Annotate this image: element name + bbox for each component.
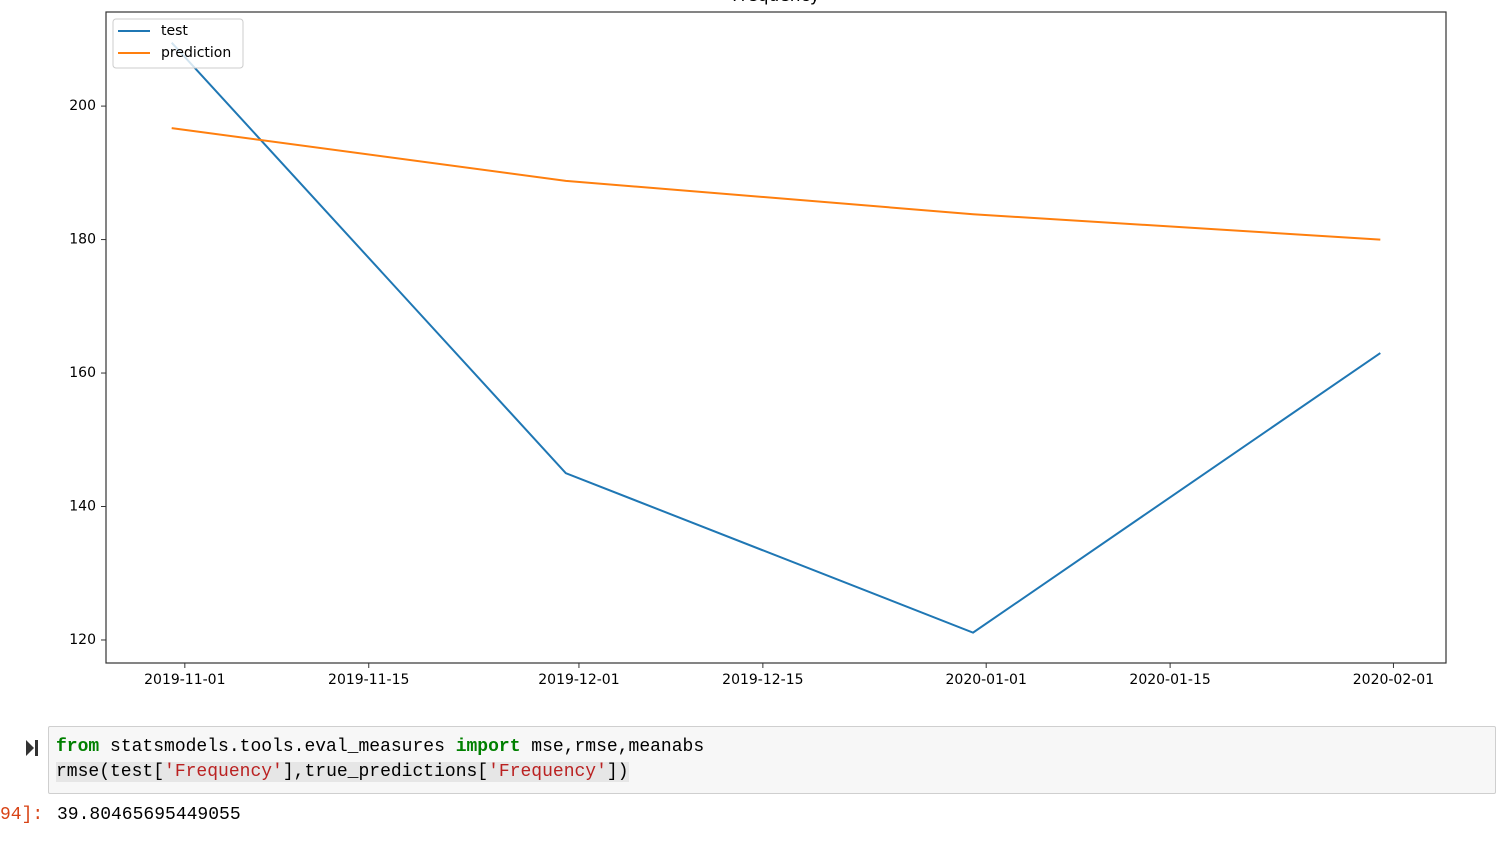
code-line: from statsmodels.tools.eval_measures imp…	[56, 735, 704, 760]
code-token: ])	[606, 762, 629, 782]
code-token: mse,rmse,meanabs	[520, 737, 705, 757]
x-tick-label: 2020-01-15	[1129, 672, 1210, 688]
code-token: 'Frequency'	[488, 762, 607, 782]
code-token: 'Frequency'	[164, 762, 283, 782]
code-token: statsmodels.tools.eval_measures	[99, 737, 456, 757]
code-token: from	[56, 737, 100, 757]
legend-label: test	[161, 23, 188, 39]
code-line-content: rmse(test['Frequency'],true_predictions[…	[56, 762, 629, 782]
x-tick-label: 2019-12-01	[538, 672, 619, 688]
code-token: import	[455, 737, 521, 757]
y-tick-label: 140	[69, 499, 96, 515]
y-tick-label: 120	[69, 632, 96, 648]
y-tick-label: 180	[69, 232, 96, 248]
x-tick-label: 2019-12-15	[722, 672, 803, 688]
plot-frame	[105, 11, 1447, 664]
x-tick-label: 2020-02-01	[1353, 672, 1434, 688]
y-tick-label: 200	[69, 98, 96, 114]
x-tick-label: 2019-11-15	[328, 672, 409, 688]
code: from statsmodels.tools.eval_measures imp…	[56, 735, 704, 785]
run-button[interactable]	[25, 739, 39, 757]
code-token: rmse(test[	[56, 762, 165, 782]
chart: Frequency 120 140 160 180 200 2019-11-01 2019-…	[69, 0, 1447, 688]
output-prompt: 94]:	[0, 805, 44, 825]
output-text: 39.80465695449055	[57, 805, 241, 825]
chart-title: Frequency	[732, 0, 820, 6]
code-cell[interactable]: from statsmodels.tools.eval_measures imp…	[48, 726, 1496, 794]
x-tick-label: 2019-11-01	[144, 672, 225, 688]
code-line: rmse(test['Frequency'],true_predictions[…	[56, 760, 704, 785]
code-line-content: from statsmodels.tools.eval_measures imp…	[56, 737, 704, 757]
x-tick-label: 2020-01-01	[946, 672, 1027, 688]
series-line	[171, 127, 1381, 241]
legend-label: prediction	[161, 45, 231, 61]
y-tick-label: 160	[69, 365, 96, 381]
series-line	[170, 42, 1381, 634]
code-token: ],true_predictions[	[282, 762, 489, 782]
